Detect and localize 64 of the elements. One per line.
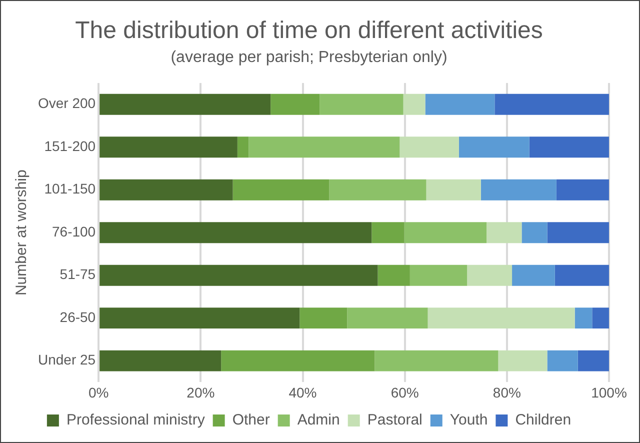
y-tick-label: Under 25 bbox=[38, 352, 96, 368]
bar bbox=[329, 179, 426, 200]
legend-label: Professional ministry bbox=[66, 412, 206, 429]
bar bbox=[404, 222, 487, 244]
bar bbox=[232, 179, 330, 200]
y-tick-label: Over 200 bbox=[38, 95, 96, 112]
x-tick-label: 20% bbox=[186, 384, 215, 400]
y-tick-label: 151-200 bbox=[44, 138, 96, 154]
bar bbox=[347, 308, 428, 329]
y-axis-title: Number at worship bbox=[13, 170, 30, 296]
bar bbox=[372, 222, 404, 244]
bar bbox=[410, 264, 468, 286]
legend-label: Youth bbox=[450, 412, 488, 429]
bar bbox=[378, 264, 410, 286]
x-tick-label: 80% bbox=[492, 384, 521, 400]
bar bbox=[556, 179, 609, 200]
bar bbox=[547, 222, 609, 244]
bar bbox=[100, 222, 372, 244]
legend-label: Admin bbox=[297, 412, 340, 429]
bar bbox=[400, 136, 459, 158]
bar bbox=[480, 179, 556, 200]
bar bbox=[529, 136, 609, 158]
bar bbox=[494, 94, 609, 115]
bar bbox=[248, 136, 400, 158]
bar bbox=[100, 264, 378, 286]
bar bbox=[300, 308, 348, 329]
bar bbox=[403, 94, 426, 115]
bar bbox=[374, 350, 498, 372]
legend-label: Children bbox=[515, 412, 572, 429]
chart-title: The distribution of time on different activities bbox=[75, 17, 543, 44]
bar bbox=[512, 264, 555, 286]
bar bbox=[221, 350, 375, 372]
bar bbox=[100, 308, 300, 329]
y-tick-label: 26-50 bbox=[60, 308, 96, 325]
bar bbox=[320, 94, 404, 115]
bar bbox=[592, 308, 609, 329]
x-tick-label: 40% bbox=[288, 384, 317, 400]
bar bbox=[425, 94, 495, 115]
chart-subtitle: (average per parish; Presbyterian only) bbox=[170, 48, 448, 66]
x-tick-label: 0% bbox=[88, 384, 109, 400]
bar bbox=[498, 350, 548, 372]
bar bbox=[547, 350, 578, 372]
bar bbox=[100, 94, 271, 115]
bar bbox=[458, 136, 530, 158]
x-tick-label: 100% bbox=[591, 384, 627, 400]
bar bbox=[578, 350, 609, 372]
legend-label: Other bbox=[232, 412, 270, 429]
bar bbox=[428, 308, 575, 329]
bar bbox=[237, 136, 249, 158]
bar bbox=[554, 264, 609, 286]
legend-label: Pastoral bbox=[367, 412, 422, 429]
bar bbox=[100, 350, 222, 372]
y-tick-label: 51-75 bbox=[60, 266, 96, 282]
bar bbox=[486, 222, 522, 244]
bar bbox=[467, 264, 512, 286]
x-tick-label: 60% bbox=[390, 384, 419, 400]
bar bbox=[100, 179, 233, 200]
bar bbox=[426, 179, 481, 200]
bar bbox=[270, 94, 320, 115]
bar bbox=[100, 136, 238, 158]
y-tick-label: 76-100 bbox=[52, 223, 96, 240]
y-tick-label: 101-150 bbox=[44, 180, 96, 197]
bar bbox=[574, 308, 592, 329]
bar bbox=[522, 222, 548, 244]
